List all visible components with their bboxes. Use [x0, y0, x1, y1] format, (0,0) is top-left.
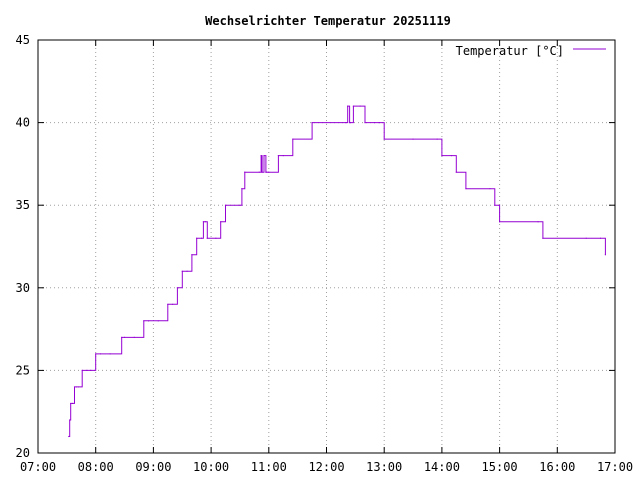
x-tick-label: 15:00 [482, 460, 518, 474]
data-point [99, 353, 102, 355]
data-point [191, 254, 193, 256]
data-point [143, 320, 145, 322]
data-point [121, 336, 123, 338]
y-tick-label: 20 [16, 446, 30, 460]
data-point [123, 336, 126, 338]
data-point [542, 237, 544, 239]
data-point [220, 221, 222, 223]
data-point [181, 270, 183, 272]
data-point [450, 155, 453, 157]
data-point [349, 122, 352, 124]
data-point [537, 221, 539, 223]
data-point [70, 402, 72, 405]
data-point [494, 204, 496, 206]
data-point [258, 171, 260, 173]
data-point [585, 237, 587, 239]
x-tick-label: 11:00 [251, 460, 287, 474]
data-point [261, 171, 263, 173]
data-point [133, 336, 135, 338]
data-point [215, 237, 217, 239]
chart-title: Wechselrichter Temperatur 20251119 [205, 14, 451, 28]
x-tick-label: 13:00 [366, 460, 402, 474]
data-point [383, 138, 385, 140]
y-tick-label: 35 [16, 198, 30, 212]
data-point [241, 188, 243, 190]
plot-border [37, 39, 616, 454]
y-tick-label: 30 [16, 281, 30, 295]
x-tick-label: 09:00 [135, 460, 171, 474]
x-tick-label: 17:00 [597, 460, 633, 474]
data-point [239, 204, 241, 206]
data-point [263, 155, 265, 157]
data-point [81, 369, 83, 371]
data-point [260, 155, 262, 157]
data-point [224, 204, 227, 206]
data-point [292, 138, 294, 140]
data-point [90, 369, 92, 371]
data-point [268, 171, 270, 173]
grid-lines [38, 40, 615, 453]
data-point [147, 320, 150, 322]
data-point [436, 138, 438, 140]
data-point [68, 435, 70, 438]
data-point [412, 138, 414, 140]
series-line [68, 105, 606, 437]
data-point [86, 369, 88, 371]
data-point [359, 105, 361, 107]
data-point [77, 386, 79, 388]
data-point [186, 270, 188, 272]
data-point [75, 386, 78, 388]
axes [37, 39, 616, 454]
data-point [345, 122, 347, 124]
data-point [167, 303, 169, 305]
data-point [69, 419, 71, 421]
data-point [348, 122, 351, 124]
data-point [157, 320, 159, 322]
y-tick-label: 45 [16, 33, 30, 47]
y-tick-label: 40 [16, 116, 30, 130]
plot-area [68, 105, 606, 438]
data-point [206, 237, 208, 239]
data-point [373, 122, 376, 124]
data-point [172, 303, 174, 305]
x-tick-label: 12:00 [308, 460, 344, 474]
data-point [176, 287, 179, 289]
y-axis-ticks: 20 25 30 35 40 45 [16, 33, 615, 460]
data-point [282, 155, 284, 157]
legend-label: Temperatur [°C] [456, 44, 564, 58]
data-point [266, 171, 268, 173]
data-point [202, 221, 205, 223]
data-point [204, 221, 206, 223]
x-tick-label: 08:00 [78, 460, 114, 474]
data-point [244, 171, 246, 173]
data-point [277, 155, 280, 157]
y-tick-label: 25 [16, 363, 30, 377]
data-point [265, 171, 267, 173]
data-point [352, 105, 355, 107]
x-tick-label: 16:00 [539, 460, 575, 474]
data-point [604, 254, 606, 256]
x-tick-label: 07:00 [20, 460, 56, 474]
data-point [347, 105, 349, 107]
data-point [364, 122, 366, 124]
data-point [73, 386, 76, 388]
data-point [95, 353, 97, 355]
data-point [465, 188, 467, 190]
data-point [441, 155, 443, 157]
data-point [311, 122, 313, 124]
data-point [200, 237, 203, 239]
data-point [599, 237, 602, 239]
data-point [378, 122, 380, 124]
x-axis-ticks: 07:00 08:00 09:00 10:00 11:00 12:00 13:00 14:00… [20, 40, 633, 474]
data-point [499, 221, 501, 223]
legend: Temperatur [°C] [456, 44, 606, 58]
data-point [489, 188, 491, 190]
x-tick-label: 10:00 [193, 460, 229, 474]
data-point [196, 237, 198, 239]
data-point [455, 171, 457, 173]
data-point [72, 402, 74, 405]
x-tick-label: 14:00 [424, 460, 460, 474]
data-point [109, 353, 111, 355]
